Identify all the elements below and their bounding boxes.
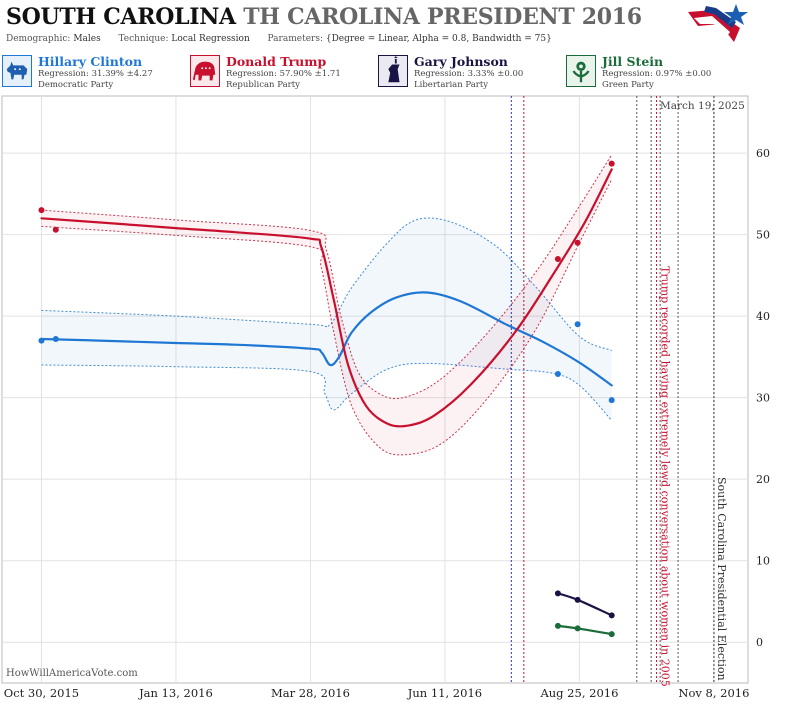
site-logo-icon xyxy=(688,4,748,42)
parameter-line: Demographic: Males Technique: Local Regr… xyxy=(6,34,552,44)
y-tick-label: 10 xyxy=(756,555,770,568)
poll-point xyxy=(608,160,615,167)
parameters-label: Parameters: xyxy=(267,34,323,44)
candidate-party: Green Party xyxy=(602,80,654,90)
poll-point xyxy=(574,596,581,603)
poll-point xyxy=(554,256,561,263)
candidate-name: Jill Stein xyxy=(602,54,664,69)
event-annotation: South Carolina Presidential Election xyxy=(715,477,728,681)
green-flower-icon xyxy=(566,55,596,87)
poll-point xyxy=(38,207,45,214)
confidence-band xyxy=(41,218,612,421)
band-lower-line xyxy=(41,178,613,456)
candidate-name: Hillary Clinton xyxy=(38,54,143,69)
trend-line xyxy=(556,624,613,636)
page-title: SOUTH CAROLINA TH CAROLINA PRESIDENT 201… xyxy=(6,4,642,30)
candidate-party: Libertarian Party xyxy=(414,80,489,90)
chart-header: SOUTH CAROLINA TH CAROLINA PRESIDENT 201… xyxy=(0,0,789,50)
trend-line xyxy=(556,592,613,617)
x-tick-label: Mar 28, 2016 xyxy=(271,686,350,700)
poll-point xyxy=(554,590,561,597)
poll-points xyxy=(38,160,615,638)
poll-point xyxy=(554,622,561,629)
technique-label: Technique: xyxy=(118,34,169,44)
candidate-legend: Hillary Clinton Regression: 31.39% ±4.27… xyxy=(0,52,789,94)
x-tick-label: Nov 8, 2016 xyxy=(678,686,749,700)
poll-point xyxy=(52,226,59,233)
legend-item-trump: Donald Trump Regression: 57.90% ±1.71 Re… xyxy=(188,52,378,94)
liberty-torch-icon xyxy=(378,55,408,87)
y-tick-label: 20 xyxy=(756,473,770,486)
x-tick-label: Oct 30, 2015 xyxy=(4,686,79,700)
poll-point xyxy=(38,337,45,344)
demographic-label: Demographic: xyxy=(6,34,71,44)
x-tick-label: Jan 13, 2016 xyxy=(138,686,213,700)
y-tick-label: 50 xyxy=(756,229,770,242)
poll-point xyxy=(554,371,561,378)
trend-lines xyxy=(40,168,613,636)
parameters-value: {Degree = Linear, Alpha = 0.8, Bandwidth… xyxy=(325,34,552,44)
poll-point xyxy=(574,625,581,632)
candidate-name: Gary Johnson xyxy=(414,54,508,69)
x-tick-label: Jun 11, 2016 xyxy=(407,686,482,700)
y-tick-label: 30 xyxy=(756,392,770,405)
event-lines xyxy=(510,96,715,683)
plot-frame xyxy=(1,95,749,684)
candidate-name: Donald Trump xyxy=(226,54,327,69)
poll-point xyxy=(608,612,615,619)
y-tick-label: 40 xyxy=(756,310,770,323)
title-race: TH CAROLINA PRESIDENT 2016 xyxy=(243,4,642,30)
poll-point xyxy=(574,321,581,328)
candidate-regression: Regression: 31.39% ±4.27 xyxy=(38,69,153,79)
y-tick-label: 60 xyxy=(756,147,770,160)
band-upper-line xyxy=(41,217,612,351)
poll-point xyxy=(574,239,581,246)
y-tick-label: 0 xyxy=(756,636,763,649)
confidence-band xyxy=(41,154,612,455)
trend-line xyxy=(40,168,613,428)
poll-point xyxy=(608,631,615,638)
legend-item-stein: Jill Stein Regression: 0.97% ±0.00 Green… xyxy=(564,52,754,94)
legend-item-clinton: Hillary Clinton Regression: 31.39% ±4.27… xyxy=(0,52,190,94)
candidate-regression: Regression: 0.97% ±0.00 xyxy=(602,69,712,79)
confidence-bands xyxy=(41,154,613,456)
date-stamp: March 19, 2025 xyxy=(660,100,745,112)
axis-ticks: 0 10 20 30 40 50 60 Oct 30, 2015 Jan 13, 2016 Mar… xyxy=(4,147,770,700)
band-lower-line xyxy=(41,362,613,421)
poll-point xyxy=(52,335,59,342)
event-annotation: Trump recorded having extremely lewd con… xyxy=(659,266,672,687)
annotations: Trump recorded having extremely lewd con… xyxy=(659,266,728,687)
demographic-value: Males xyxy=(73,34,101,44)
elephant-icon xyxy=(190,55,220,87)
technique-value: Local Regression xyxy=(171,34,250,44)
site-watermark: HowWillAmericaVote.com xyxy=(6,668,138,679)
candidate-regression: Regression: 3.33% ±0.00 xyxy=(414,69,524,79)
title-state: SOUTH CAROLINA xyxy=(6,4,236,30)
trend-line xyxy=(40,291,613,387)
legend-item-johnson: Gary Johnson Regression: 3.33% ±0.00 Lib… xyxy=(376,52,566,94)
candidate-party: Republican Party xyxy=(226,80,300,90)
candidate-regression: Regression: 57.90% ±1.71 xyxy=(226,69,341,79)
grid xyxy=(1,95,749,684)
band-upper-line xyxy=(41,154,613,400)
candidate-party: Democratic Party xyxy=(38,80,114,90)
x-tick-label: Aug 25, 2016 xyxy=(539,686,618,700)
poll-point xyxy=(608,397,615,404)
donkey-icon xyxy=(2,55,32,87)
